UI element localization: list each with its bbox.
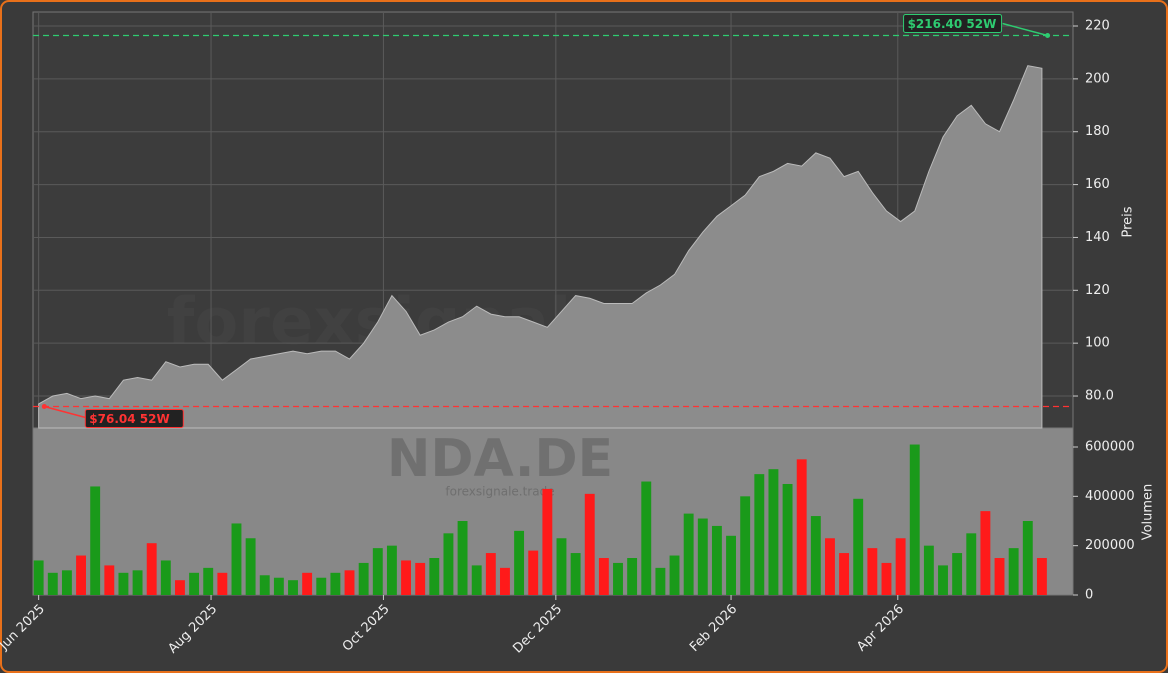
volume-bar <box>429 557 440 595</box>
volume-bar <box>386 545 397 595</box>
volume-bar <box>938 565 948 595</box>
volume-bar <box>372 548 383 595</box>
volume-bar <box>485 553 496 595</box>
volume-bar <box>669 555 680 595</box>
volume-bar <box>443 533 454 595</box>
volume-bar <box>203 567 214 595</box>
volume-bar <box>146 543 157 595</box>
volume-bar <box>316 577 327 595</box>
annotation-point <box>1045 33 1051 39</box>
annotation-point <box>41 403 47 409</box>
volume-bar <box>909 444 920 595</box>
volume-bar <box>796 459 807 595</box>
volume-bar <box>415 562 426 595</box>
volume-bar <box>570 553 581 595</box>
volume-bar <box>259 575 270 595</box>
volume-bar <box>33 560 44 595</box>
annotation-box <box>84 408 184 428</box>
volume-bar <box>655 567 666 595</box>
volume-bar <box>923 545 934 595</box>
volume-bar <box>1008 548 1019 595</box>
volume-bar <box>231 523 242 595</box>
volume-bar <box>1022 520 1033 595</box>
y-tick-label: 200000 <box>1085 538 1135 553</box>
volume-bar <box>966 533 977 595</box>
volume-bar <box>825 538 835 595</box>
volume-bar <box>895 538 906 595</box>
watermark-small: forexsignale.trade <box>445 485 554 499</box>
volume-bar <box>288 580 298 595</box>
volume-bar <box>839 553 850 595</box>
volume-bar <box>104 565 115 595</box>
y-tick-label: 120 <box>1085 283 1110 298</box>
volume-bar <box>980 511 991 595</box>
volume-bar <box>457 520 468 595</box>
volume-bar <box>782 483 793 595</box>
volume-bar <box>740 496 751 595</box>
volume-bar <box>132 570 143 595</box>
watermark: NDA.DE <box>387 429 613 489</box>
volume-bar <box>584 493 595 595</box>
volume-bar <box>641 481 652 595</box>
volume-bar <box>627 557 638 595</box>
volume-bar <box>61 570 72 595</box>
volume-bar <box>867 548 878 595</box>
y-tick-label: 200 <box>1085 71 1110 86</box>
volume-bar <box>47 572 58 595</box>
y-tick-label: 180 <box>1085 124 1110 139</box>
volume-bar <box>711 525 722 595</box>
y-tick-label: 400000 <box>1085 489 1135 504</box>
volume-bar <box>90 486 101 595</box>
volume-bar <box>556 538 567 595</box>
volume-bar <box>245 538 256 595</box>
y-tick-label: 140 <box>1085 230 1110 245</box>
volume-bar <box>613 562 623 595</box>
volume-bar <box>726 535 736 595</box>
volume-bar <box>189 572 200 595</box>
volume-bar <box>160 560 171 595</box>
volume-bar <box>273 577 284 595</box>
y-axis-label: Preis <box>1121 206 1136 237</box>
annotation-label: $76.04 52W <box>89 412 169 426</box>
volume-bar <box>528 550 539 595</box>
volume-bar <box>598 557 609 595</box>
volume-bar <box>302 572 313 595</box>
volume-bar <box>754 474 765 595</box>
annotation-label: $216.40 52W <box>908 17 997 31</box>
volume-bar <box>401 560 411 595</box>
volume-bar <box>881 562 892 595</box>
volume-bar <box>1036 557 1047 595</box>
volume-bar <box>768 469 779 595</box>
volume-bar <box>853 498 864 595</box>
volume-bar <box>76 555 86 595</box>
volume-bar <box>810 516 821 595</box>
annotation-box <box>903 14 1003 34</box>
volume-bar <box>683 513 694 595</box>
volume-bar <box>994 557 1005 595</box>
price-area <box>38 65 1043 429</box>
y-tick-label: 220 <box>1085 19 1110 34</box>
y-tick-label: 100 <box>1085 336 1110 351</box>
y-tick-label: 0 <box>1085 588 1093 603</box>
volume-bar <box>175 580 185 595</box>
volume-bar <box>952 553 963 595</box>
volume-bar <box>344 570 355 595</box>
volume-bar <box>217 572 228 595</box>
y-tick-label: 600000 <box>1085 439 1135 454</box>
y-axis-label: Volumen <box>1141 484 1156 541</box>
y-tick-label: 160 <box>1085 177 1110 192</box>
volume-bar <box>471 565 482 595</box>
volume-bar <box>500 567 510 595</box>
y-tick-label: 80.0 <box>1085 389 1114 404</box>
volume-bar <box>118 572 129 595</box>
annotation-arrow <box>44 405 90 420</box>
volume-bar <box>358 562 369 595</box>
volume-bar <box>697 518 708 595</box>
volume-bar <box>514 530 525 595</box>
volume-bar <box>330 572 341 595</box>
annotation-arrow <box>1002 22 1048 37</box>
volume-bar <box>542 488 553 595</box>
